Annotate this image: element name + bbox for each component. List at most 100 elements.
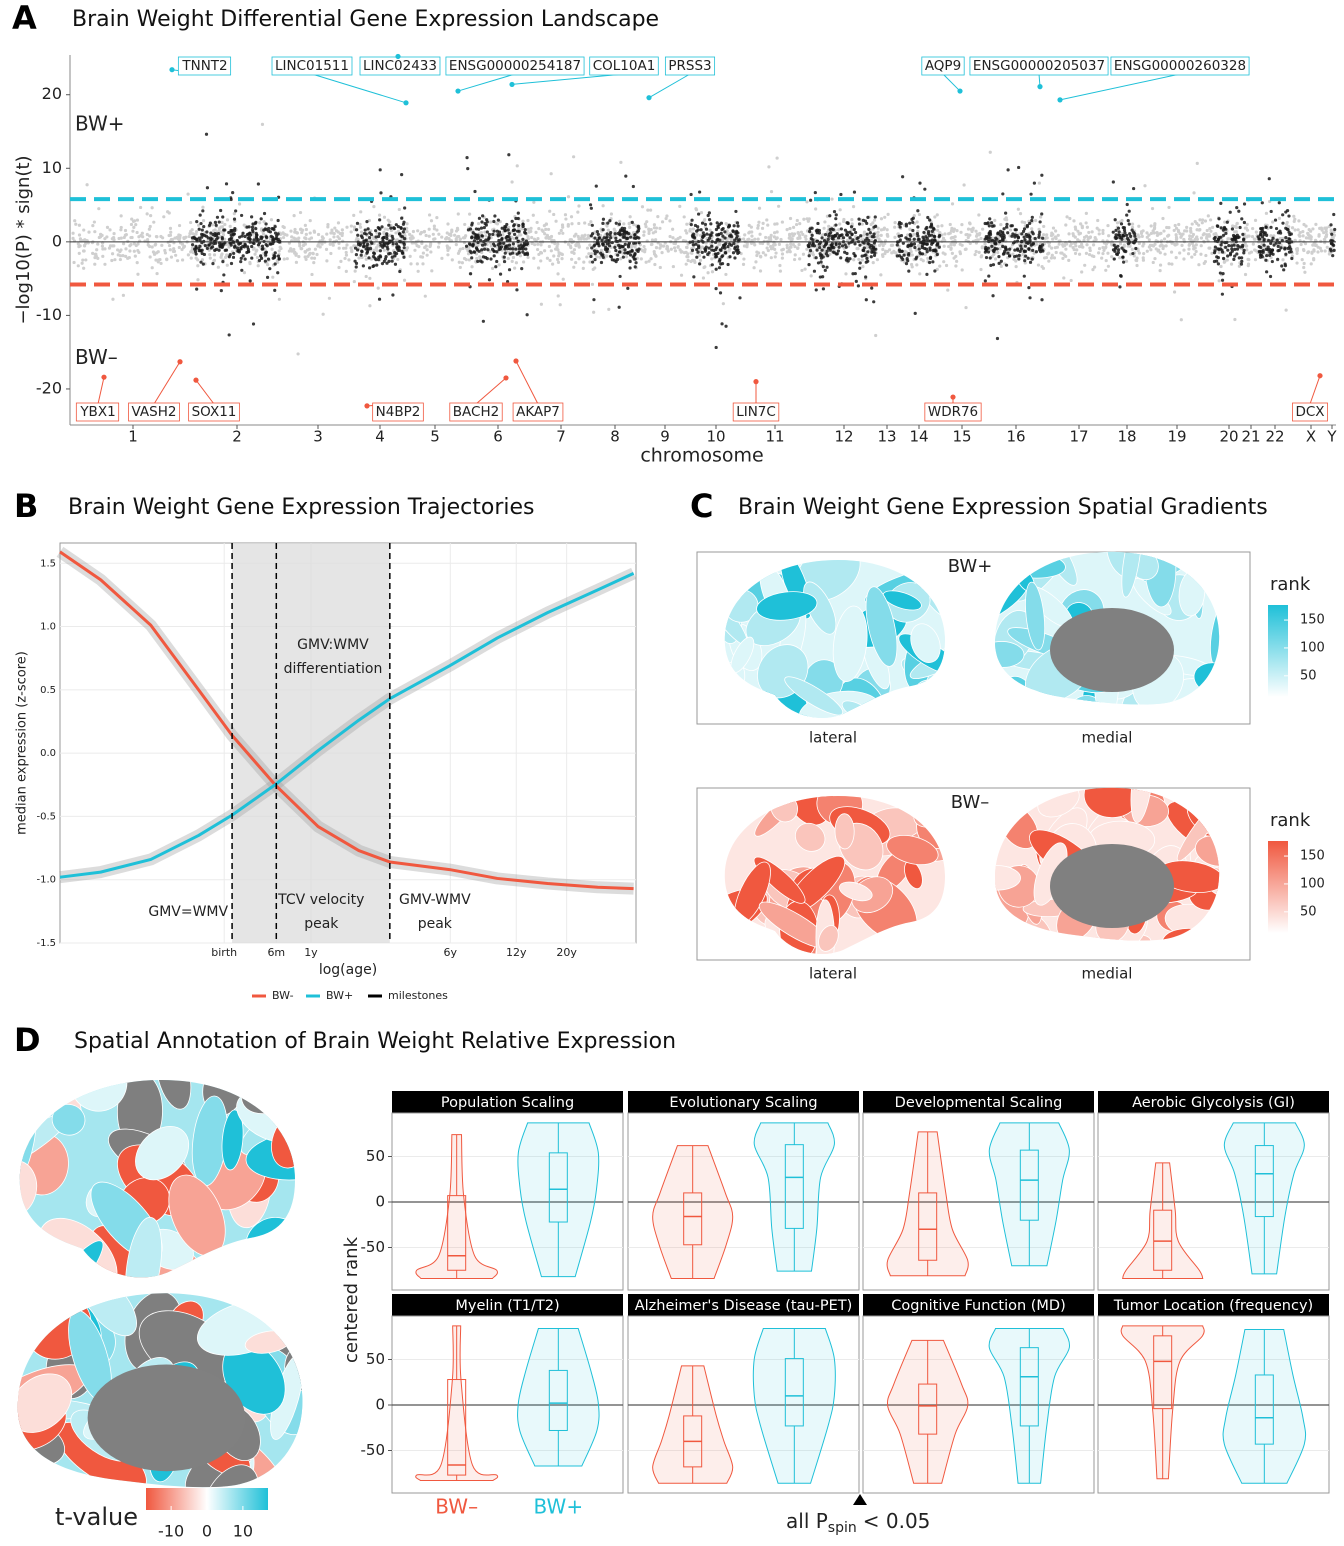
background-point — [1277, 245, 1280, 248]
background-point — [547, 228, 550, 231]
background-point — [1208, 233, 1211, 236]
background-point — [174, 254, 177, 257]
background-point — [559, 303, 562, 306]
background-point — [701, 251, 704, 254]
background-point — [569, 239, 572, 242]
background-point — [660, 251, 663, 254]
background-point — [1281, 213, 1284, 216]
background-point — [1301, 258, 1304, 261]
background-point — [500, 245, 503, 248]
background-point — [1192, 191, 1195, 194]
background-point — [396, 258, 399, 261]
background-point — [880, 234, 883, 237]
background-point — [167, 234, 170, 237]
view-label: medial — [1082, 965, 1133, 983]
background-point — [830, 235, 833, 238]
background-point — [191, 236, 194, 239]
background-point — [1101, 252, 1104, 255]
background-point — [610, 212, 613, 215]
background-point — [1034, 237, 1037, 240]
background-point — [854, 254, 857, 257]
background-point — [1029, 193, 1032, 196]
background-point — [1215, 255, 1218, 258]
background-point — [1000, 265, 1003, 268]
background-point — [480, 260, 483, 263]
background-point — [1251, 227, 1254, 230]
background-point — [274, 237, 277, 240]
background-point — [361, 236, 364, 239]
background-point — [491, 233, 494, 236]
background-point — [828, 214, 831, 217]
background-point — [1316, 250, 1319, 253]
background-point — [1182, 257, 1185, 260]
background-point — [459, 266, 462, 269]
background-point — [802, 218, 805, 221]
background-point — [544, 228, 547, 231]
background-point — [503, 256, 506, 259]
background-point — [111, 252, 114, 255]
background-point — [124, 247, 127, 250]
background-point — [618, 223, 621, 226]
background-point — [1114, 229, 1117, 232]
gene-point — [646, 95, 651, 100]
background-point — [907, 270, 910, 273]
background-point — [591, 283, 594, 286]
background-point — [400, 217, 403, 220]
background-point — [823, 245, 826, 248]
background-point — [560, 229, 563, 232]
background-point — [1254, 219, 1257, 222]
group-label: BW– — [435, 1495, 478, 1519]
background-point — [655, 246, 658, 249]
background-point — [1330, 233, 1333, 236]
background-point — [1236, 244, 1239, 247]
background-point — [283, 233, 286, 236]
background-point — [228, 333, 231, 336]
medial-wall — [1050, 608, 1174, 692]
background-point — [416, 229, 419, 232]
background-point — [189, 221, 192, 224]
background-point — [233, 218, 236, 221]
background-point — [925, 247, 928, 250]
background-point — [673, 246, 676, 249]
background-point — [526, 313, 529, 316]
background-point — [561, 226, 564, 229]
background-point — [556, 247, 559, 250]
x-tick-label: 6m — [267, 946, 285, 959]
brain-region — [0, 1214, 41, 1326]
background-point — [857, 284, 860, 287]
background-point — [251, 228, 254, 231]
background-point — [1135, 264, 1138, 267]
background-point — [1229, 253, 1232, 256]
background-point — [1268, 251, 1271, 254]
background-point — [733, 256, 736, 259]
background-point — [72, 261, 75, 264]
background-point — [1304, 242, 1307, 245]
background-point — [378, 214, 381, 217]
background-point — [1312, 257, 1315, 260]
background-point — [215, 248, 218, 251]
background-point — [1236, 222, 1239, 225]
background-point — [435, 216, 438, 219]
background-point — [497, 243, 500, 246]
background-point — [576, 211, 579, 214]
background-point — [936, 243, 939, 246]
background-point — [1314, 244, 1317, 247]
background-point — [178, 246, 181, 249]
background-point — [609, 236, 612, 239]
footnote-text: < 0.05 — [863, 1509, 931, 1533]
background-point — [1229, 211, 1232, 214]
background-point — [615, 222, 618, 225]
background-point — [650, 243, 653, 246]
background-point — [695, 232, 698, 235]
background-point — [940, 240, 943, 243]
background-point — [1310, 262, 1313, 265]
background-point — [755, 254, 758, 257]
background-point — [103, 263, 106, 266]
background-point — [1319, 240, 1322, 243]
background-point — [219, 226, 222, 229]
background-point — [386, 247, 389, 250]
background-point — [297, 352, 300, 355]
background-point — [1126, 203, 1129, 206]
background-point — [242, 254, 245, 257]
background-point — [501, 227, 504, 230]
